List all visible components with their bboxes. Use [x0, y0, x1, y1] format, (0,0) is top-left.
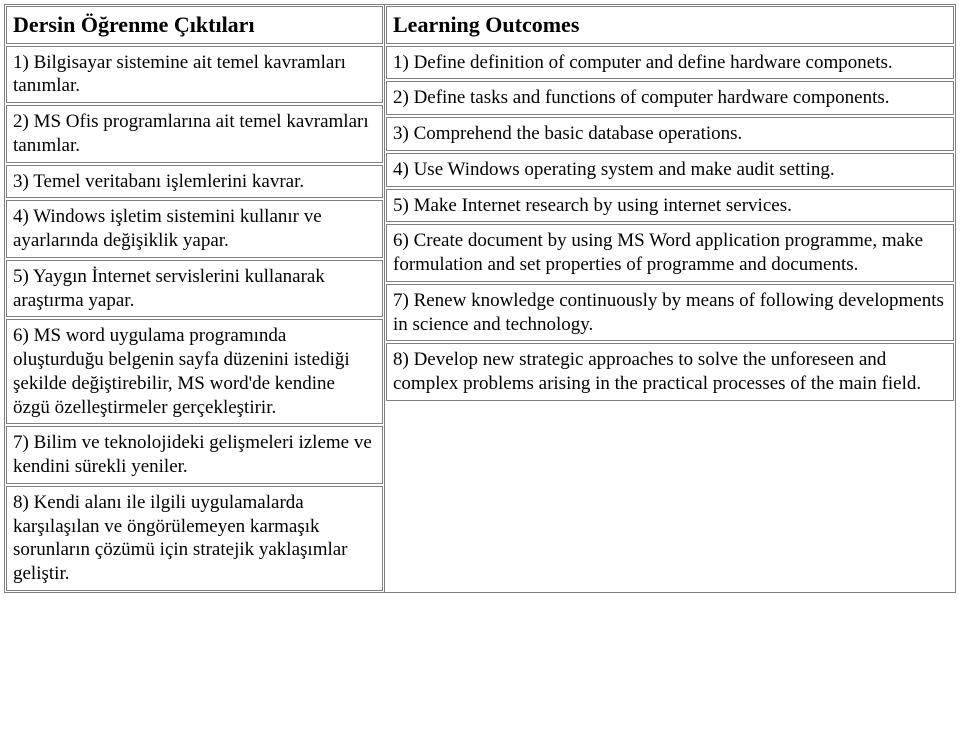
header-text: Learning Outcomes — [393, 11, 947, 39]
outcome-text: 2) MS Ofis programlarına ait temel kavra… — [13, 110, 376, 158]
outcome-text: 6) Create document by using MS Word appl… — [393, 229, 947, 277]
table-row: 5) Yaygın İnternet servislerini kullanar… — [6, 260, 383, 318]
outcome-text: 5) Yaygın İnternet servislerini kullanar… — [13, 265, 376, 313]
header-text: Dersin Öğrenme Çıktıları — [13, 11, 376, 39]
outcome-text: 8) Develop new strategic approaches to s… — [393, 348, 947, 396]
column-english: Learning Outcomes 1) Define definition o… — [385, 5, 955, 592]
table-row: 3) Comprehend the basic database operati… — [386, 117, 954, 151]
table-row: 8) Develop new strategic approaches to s… — [386, 343, 954, 401]
outcome-text: 1) Bilgisayar sistemine ait temel kavram… — [13, 51, 376, 99]
outcome-text: 2) Define tasks and functions of compute… — [393, 86, 947, 110]
header-english: Learning Outcomes — [386, 6, 954, 44]
table-row: 1) Define definition of computer and def… — [386, 46, 954, 80]
table-row: 8) Kendi alanı ile ilgili uygulamalarda … — [6, 486, 383, 591]
column-turkish: Dersin Öğrenme Çıktıları 1) Bilgisayar s… — [5, 5, 385, 592]
table-row: 4) Windows işletim sistemini kullanır ve… — [6, 200, 383, 258]
table-row: 6) Create document by using MS Word appl… — [386, 224, 954, 282]
table-row: 6) MS word uygulama programında oluşturd… — [6, 319, 383, 424]
table-row: 5) Make Internet research by using inter… — [386, 189, 954, 223]
header-turkish: Dersin Öğrenme Çıktıları — [6, 6, 383, 44]
table-row: 2) MS Ofis programlarına ait temel kavra… — [6, 105, 383, 163]
outcome-text: 3) Comprehend the basic database operati… — [393, 122, 947, 146]
table-row: 7) Bilim ve teknolojideki gelişmeleri iz… — [6, 426, 383, 484]
outcome-text: 7) Bilim ve teknolojideki gelişmeleri iz… — [13, 431, 376, 479]
table-row: 4) Use Windows operating system and make… — [386, 153, 954, 187]
outcome-text: 4) Windows işletim sistemini kullanır ve… — [13, 205, 376, 253]
outcome-text: 7) Renew knowledge continuously by means… — [393, 289, 947, 337]
outcome-text: 1) Define definition of computer and def… — [393, 51, 947, 75]
outcome-text: 5) Make Internet research by using inter… — [393, 194, 947, 218]
outcome-text: 4) Use Windows operating system and make… — [393, 158, 947, 182]
table-row: 3) Temel veritabanı işlemlerini kavrar. — [6, 165, 383, 199]
outcome-text: 6) MS word uygulama programında oluşturd… — [13, 324, 376, 419]
table-row: 1) Bilgisayar sistemine ait temel kavram… — [6, 46, 383, 104]
outcome-text: 8) Kendi alanı ile ilgili uygulamalarda … — [13, 491, 376, 586]
outcomes-table: Dersin Öğrenme Çıktıları 1) Bilgisayar s… — [4, 4, 956, 593]
table-row: 2) Define tasks and functions of compute… — [386, 81, 954, 115]
outcome-text: 3) Temel veritabanı işlemlerini kavrar. — [13, 170, 376, 194]
table-row: 7) Renew knowledge continuously by means… — [386, 284, 954, 342]
